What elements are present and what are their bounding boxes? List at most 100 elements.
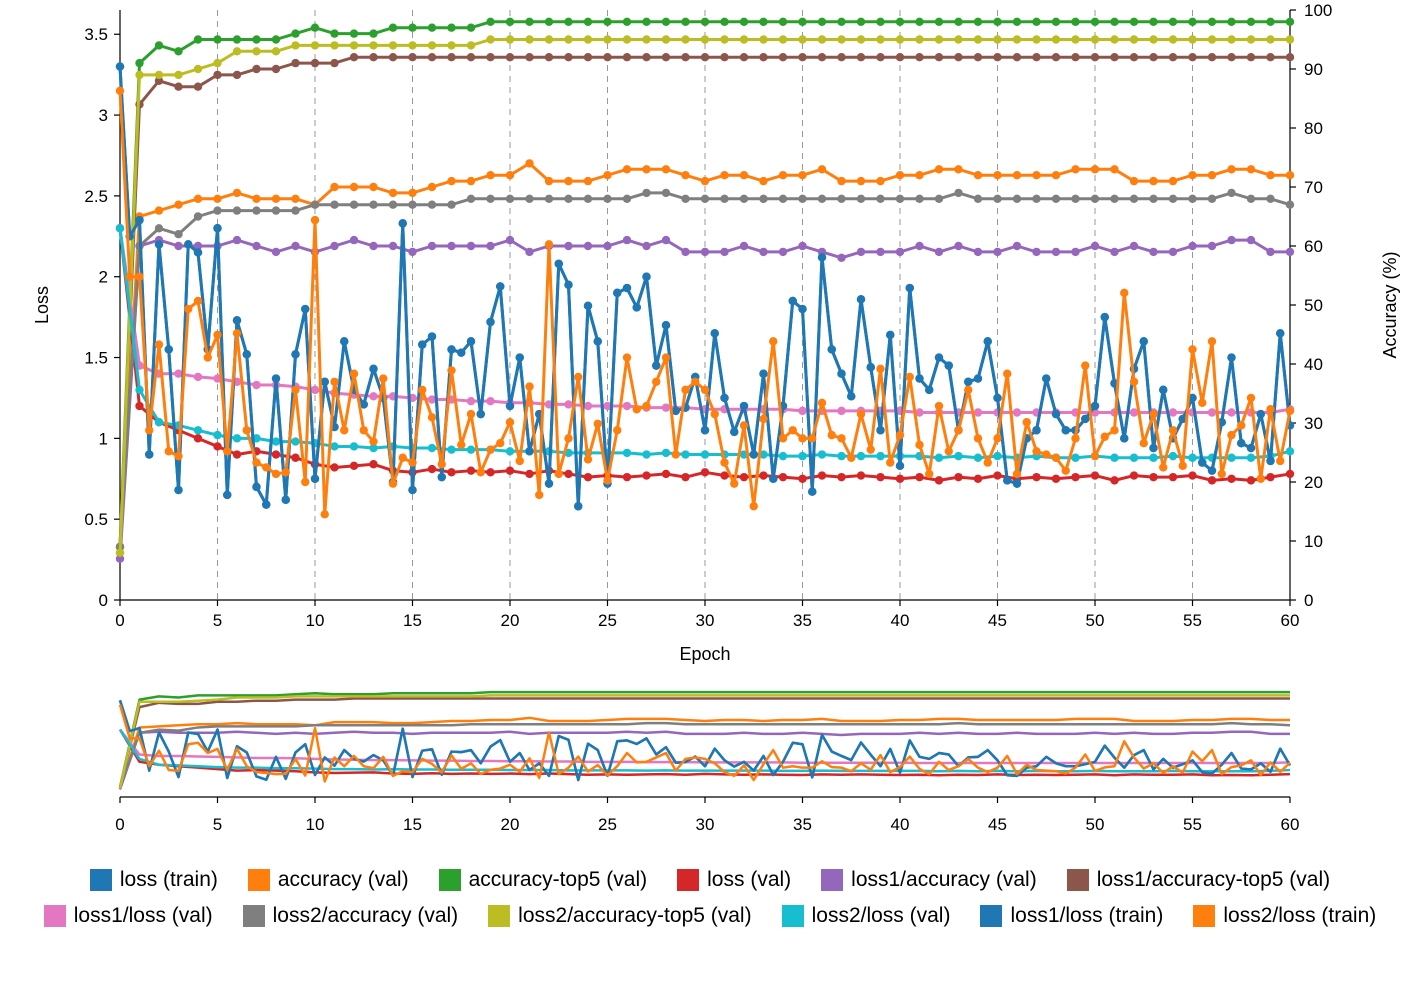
data-point [447, 468, 456, 477]
x-tick-label: 40 [891, 611, 910, 630]
data-point [1217, 417, 1226, 427]
legend-item-loss-train[interactable]: loss (train) [89, 868, 218, 892]
data-point [457, 440, 466, 450]
data-point [203, 353, 212, 362]
legend-label: accuracy (val) [277, 868, 409, 891]
x-tick-label: 10 [306, 611, 325, 630]
data-point [759, 176, 768, 186]
data-point [817, 53, 827, 62]
left-tick-label: 3.5 [84, 25, 108, 44]
data-point [1012, 408, 1022, 417]
data-point [652, 361, 661, 370]
data-point [193, 194, 203, 203]
data-point [1285, 247, 1295, 257]
legend-item-loss2-loss-train[interactable]: loss2/loss (train) [1193, 904, 1376, 928]
data-point [1032, 35, 1041, 44]
data-point [340, 426, 349, 435]
data-point [554, 469, 563, 479]
data-point [564, 434, 573, 443]
data-point [583, 35, 593, 44]
data-point [603, 241, 612, 251]
data-point [886, 330, 895, 340]
data-point [1032, 17, 1041, 26]
data-point [369, 182, 378, 192]
data-point [193, 372, 203, 382]
data-point [661, 353, 671, 362]
data-point [661, 35, 671, 44]
data-point [271, 374, 281, 383]
legend-item-loss1-loss-val[interactable]: loss1/loss (val) [43, 904, 213, 928]
legend-item-loss2-accuracy-top5-val[interactable]: loss2/accuracy-top5 (val) [488, 904, 752, 928]
data-point [934, 476, 944, 485]
legend-item-loss-val[interactable]: loss (val) [677, 868, 791, 892]
data-point [1051, 453, 1061, 462]
data-point [720, 17, 729, 26]
data-point [622, 472, 632, 482]
data-point [1129, 35, 1139, 44]
data-point [934, 17, 944, 26]
data-point [827, 430, 836, 440]
training-chart: 00.511.522.533.5 0102030405060708090100 … [32, 1, 1400, 834]
data-point [466, 194, 476, 203]
data-point [837, 17, 846, 26]
context-brush-plot[interactable]: 0 5 10 15 20 25 30 35 40 45 50 55 60 [115, 690, 1299, 834]
legend-item-loss1-loss-train[interactable]: loss1/loss (train) [980, 904, 1163, 928]
legend-item-loss1-accuracy-top5-val[interactable]: loss1/accuracy-top5 (val) [1066, 868, 1330, 892]
data-point [349, 461, 359, 471]
data-point [1207, 337, 1217, 346]
data-point [954, 53, 963, 62]
data-point [447, 41, 456, 50]
data-point [1012, 35, 1022, 44]
data-point [954, 188, 963, 198]
data-point [993, 194, 1002, 203]
data-point [622, 353, 632, 362]
data-point [681, 385, 690, 395]
data-point [447, 445, 456, 454]
right-tick-label: 40 [1304, 355, 1323, 374]
data-point [1207, 194, 1217, 203]
data-point [1071, 247, 1080, 257]
data-point [330, 58, 339, 68]
data-point [700, 450, 710, 459]
data-point [193, 434, 203, 443]
data-point [1032, 426, 1041, 435]
data-point [154, 224, 164, 233]
data-point [1227, 165, 1236, 174]
data-point [954, 17, 963, 26]
data-point [408, 458, 417, 467]
data-point [837, 35, 846, 44]
data-point [447, 23, 456, 32]
data-point [1237, 439, 1246, 448]
data-point [1168, 35, 1178, 44]
data-point [1207, 241, 1217, 251]
data-point [603, 194, 612, 203]
data-point [993, 35, 1002, 44]
data-point [1090, 194, 1100, 203]
data-point [759, 194, 768, 203]
data-point [1266, 194, 1275, 203]
data-point [925, 469, 934, 479]
x-tick-label: 55 [1183, 611, 1202, 630]
data-point [1168, 408, 1178, 417]
data-point [739, 241, 749, 251]
legend-item-accuracy-top5-val[interactable]: accuracy-top5 (val) [438, 868, 647, 892]
data-point [876, 364, 885, 374]
data-point [369, 460, 378, 469]
data-point [369, 364, 378, 374]
data-point [778, 35, 788, 44]
data-point [437, 472, 446, 482]
legend-item-loss2-accuracy-val[interactable]: loss2/accuracy (val) [242, 904, 458, 928]
data-point [154, 417, 164, 427]
data-point [1110, 165, 1119, 174]
data-point [369, 443, 378, 453]
legend-item-loss1-accuracy-val[interactable]: loss1/accuracy (val) [821, 868, 1037, 892]
data-point [564, 400, 573, 409]
data-point [1071, 453, 1080, 462]
data-point [964, 377, 973, 386]
data-point [1129, 453, 1139, 462]
legend-item-accuracy-val[interactable]: accuracy (val) [247, 868, 409, 892]
legend-item-loss2-loss-val[interactable]: loss2/loss (val) [781, 904, 950, 928]
data-point [710, 409, 719, 419]
data-point [681, 194, 690, 203]
data-point [115, 224, 125, 233]
